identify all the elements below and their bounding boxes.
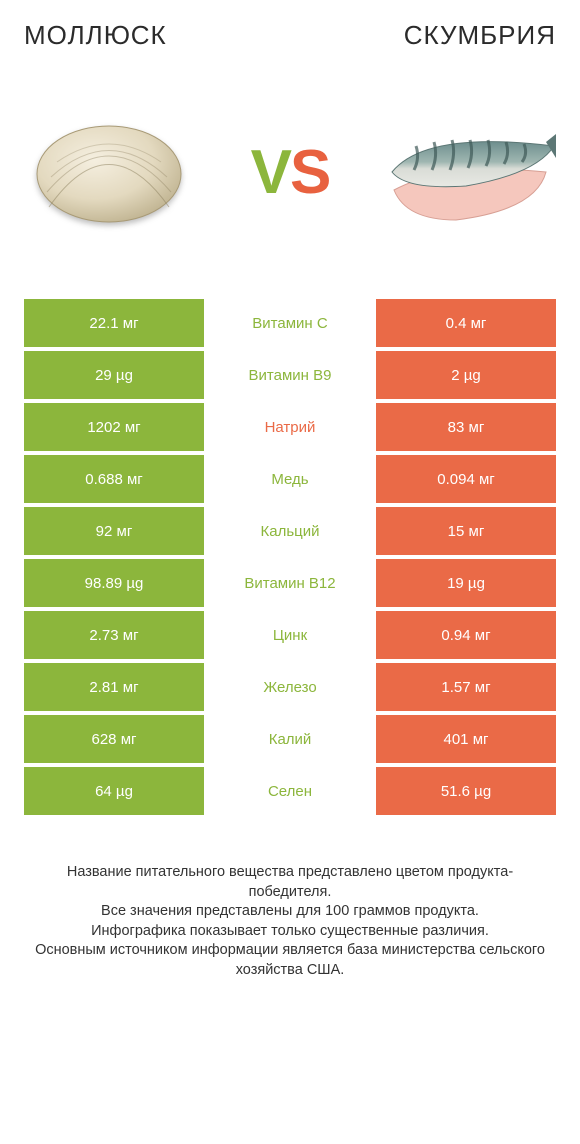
- nutrient-name: Витамин B9: [204, 351, 376, 399]
- value-right: 0.94 мг: [376, 611, 556, 659]
- nutrient-name: Цинк: [204, 611, 376, 659]
- nutrient-name: Железо: [204, 663, 376, 711]
- value-left: 98.89 µg: [24, 559, 204, 607]
- value-left: 64 µg: [24, 767, 204, 815]
- nutrient-name: Натрий: [204, 403, 376, 451]
- value-right: 15 мг: [376, 507, 556, 555]
- nutrient-name: Калий: [204, 715, 376, 763]
- value-left: 92 мг: [24, 507, 204, 555]
- nutrient-name: Витамин B12: [204, 559, 376, 607]
- table-row: 628 мгКалий401 мг: [24, 715, 556, 763]
- value-right: 0.4 мг: [376, 299, 556, 347]
- table-row: 2.73 мгЦинк0.94 мг: [24, 611, 556, 659]
- table-row: 98.89 µgВитамин B1219 µg: [24, 559, 556, 607]
- table-row: 0.688 мгМедь0.094 мг: [24, 455, 556, 503]
- nutrient-name: Медь: [204, 455, 376, 503]
- value-left: 22.1 мг: [24, 299, 204, 347]
- mackerel-image: [386, 102, 556, 242]
- value-right: 0.094 мг: [376, 455, 556, 503]
- value-left: 1202 мг: [24, 403, 204, 451]
- value-right: 51.6 µg: [376, 767, 556, 815]
- value-left: 2.81 мг: [24, 663, 204, 711]
- vs-s: S: [290, 137, 329, 208]
- footnote: Название питательного вещества представл…: [24, 863, 556, 980]
- table-row: 92 мгКальций15 мг: [24, 507, 556, 555]
- value-left: 29 µg: [24, 351, 204, 399]
- nutrient-name: Селен: [204, 767, 376, 815]
- hero-row: VS: [24, 87, 556, 257]
- table-row: 64 µgСелен51.6 µg: [24, 767, 556, 815]
- value-right: 1.57 мг: [376, 663, 556, 711]
- title-left: МОЛЛЮСК: [24, 20, 167, 51]
- table-row: 1202 мгНатрий83 мг: [24, 403, 556, 451]
- comparison-table: 22.1 мгВитамин C0.4 мг29 µgВитамин B92 µ…: [24, 299, 556, 815]
- value-right: 19 µg: [376, 559, 556, 607]
- value-right: 401 мг: [376, 715, 556, 763]
- value-left: 0.688 мг: [24, 455, 204, 503]
- vs-label: VS: [251, 137, 330, 208]
- vs-v: V: [251, 137, 290, 208]
- nutrient-name: Кальций: [204, 507, 376, 555]
- title-right: СКУМБРИЯ: [404, 20, 556, 51]
- clam-image: [24, 102, 194, 242]
- value-left: 2.73 мг: [24, 611, 204, 659]
- table-row: 2.81 мгЖелезо1.57 мг: [24, 663, 556, 711]
- value-right: 83 мг: [376, 403, 556, 451]
- nutrient-name: Витамин C: [204, 299, 376, 347]
- titles-row: МОЛЛЮСК СКУМБРИЯ: [24, 20, 556, 51]
- value-right: 2 µg: [376, 351, 556, 399]
- value-left: 628 мг: [24, 715, 204, 763]
- table-row: 22.1 мгВитамин C0.4 мг: [24, 299, 556, 347]
- table-row: 29 µgВитамин B92 µg: [24, 351, 556, 399]
